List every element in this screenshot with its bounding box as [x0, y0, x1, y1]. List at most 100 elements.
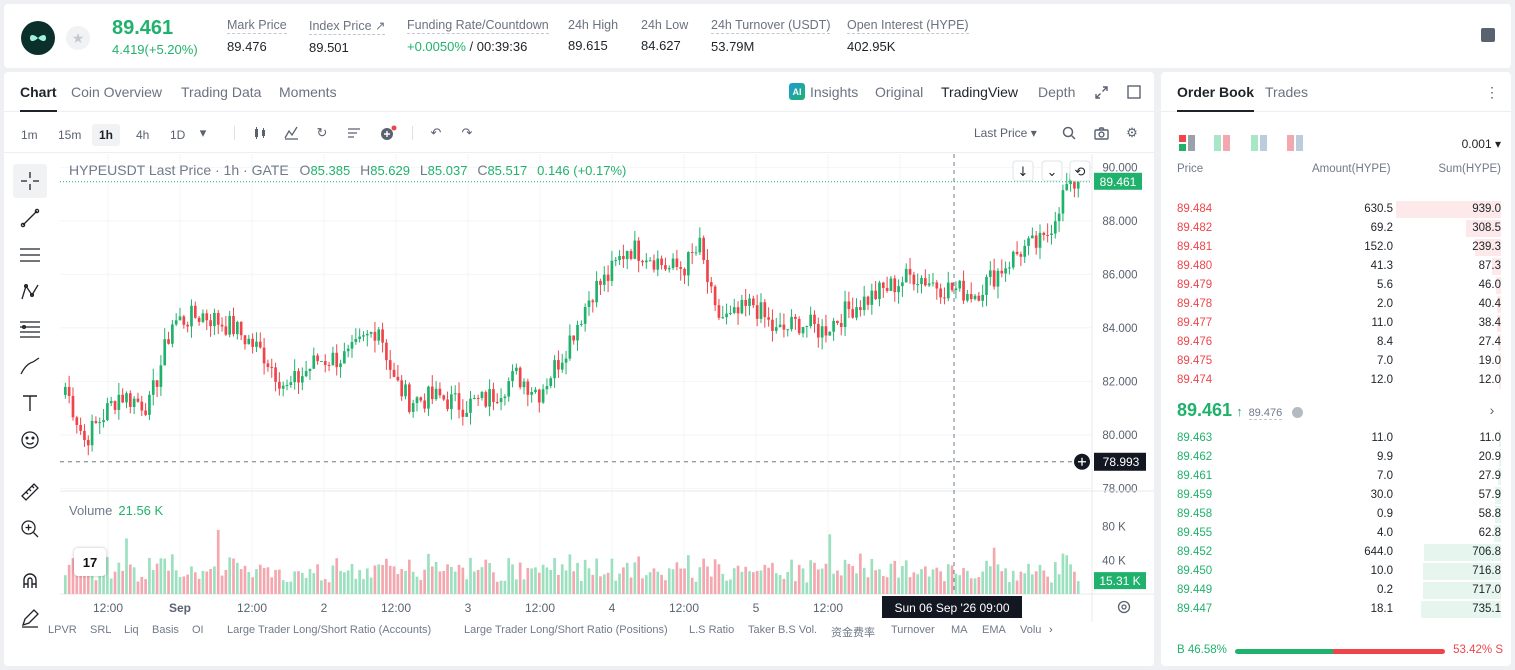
candle-body: [507, 381, 511, 397]
ask-row[interactable]: 89.475 7.0 19.0: [1161, 352, 1511, 371]
settings-gear-icon[interactable]: ⚙: [1126, 125, 1138, 140]
chart-area[interactable]: 90.000 88.000 86.000 84.000 82.000 80.000 78.0…: [60, 154, 1154, 666]
indicators-icon[interactable]: [283, 125, 299, 141]
tab-depth[interactable]: Depth: [1038, 84, 1076, 100]
brush-icon[interactable]: [13, 349, 47, 383]
tab-moments[interactable]: Moments: [279, 84, 337, 100]
volume-bar: [637, 556, 641, 594]
timeframe-1d[interactable]: 1D: [170, 128, 186, 142]
magnet-icon[interactable]: [13, 564, 47, 598]
tab-insights[interactable]: Insights: [810, 84, 859, 100]
book-mode-asks-icon[interactable]: [1287, 135, 1303, 151]
chevron-right-icon[interactable]: ›: [1049, 624, 1053, 636]
pencil-lock-icon[interactable]: [13, 601, 47, 635]
indicator-basis[interactable]: Basis: [152, 624, 179, 636]
indicator-ls-ratio[interactable]: L.S Ratio: [689, 624, 735, 636]
bid-row[interactable]: 89.452 644.0 706.8: [1161, 543, 1511, 562]
stat-index-price[interactable]: Index Price ↗ 89.501: [309, 18, 386, 55]
indicator-ema[interactable]: EMA: [982, 624, 1006, 636]
price-type-select[interactable]: Last Price ▾: [974, 126, 1037, 140]
tab-order-book[interactable]: Order Book: [1177, 84, 1255, 112]
bid-row[interactable]: 89.458 0.9 58.8: [1161, 505, 1511, 524]
more-menu-icon[interactable]: ⋮: [1485, 83, 1499, 100]
indicator-lt-positions[interactable]: Large Trader Long/Short Ratio (Positions…: [464, 624, 668, 636]
pattern-icon[interactable]: [13, 275, 47, 309]
bid-row[interactable]: 89.447 18.1 735.1: [1161, 600, 1511, 619]
ask-row[interactable]: 89.477 11.0 38.4: [1161, 314, 1511, 333]
indicator-taker-bs[interactable]: Taker B.S Vol.: [748, 624, 818, 636]
bid-row[interactable]: 89.463 11.0 11.0: [1161, 429, 1511, 448]
timeframe-15m[interactable]: 15m: [58, 128, 82, 142]
tab-trading-data[interactable]: Trading Data: [181, 84, 262, 100]
indicator-liq[interactable]: Liq: [124, 624, 139, 636]
tab-original[interactable]: Original: [875, 84, 924, 100]
tab-chart[interactable]: Chart: [20, 84, 57, 112]
book-mode-alt-icon[interactable]: [1214, 135, 1230, 151]
text-tool-icon[interactable]: [13, 386, 47, 420]
zoom-in-icon[interactable]: [13, 512, 47, 546]
bid-row[interactable]: 89.462 9.9 20.9: [1161, 448, 1511, 467]
horizontal-lines-icon[interactable]: [13, 238, 47, 272]
candle-body: [511, 371, 514, 382]
candlestick-chart[interactable]: 90.000 88.000 86.000 84.000 82.000 80.000 78.0…: [60, 154, 1154, 666]
candle-body: [717, 305, 721, 318]
bid-row[interactable]: 89.455 4.0 62.8: [1161, 524, 1511, 543]
book-icon[interactable]: [1481, 28, 1495, 42]
ask-row[interactable]: 89.476 8.4 27.4: [1161, 333, 1511, 352]
add-indicator-icon[interactable]: [379, 125, 399, 141]
indicator-oi[interactable]: OI: [192, 624, 204, 636]
candle-type-icon[interactable]: [252, 125, 268, 141]
scale-settings-icon[interactable]: [1116, 599, 1132, 615]
replay-icon[interactable]: ↻: [316, 125, 328, 140]
bid-row[interactable]: 89.459 30.0 57.9: [1161, 486, 1511, 505]
tab-coin-overview[interactable]: Coin Overview: [71, 84, 163, 100]
chart-toolbar: 1m 15m 1h 4h 1D ▾ ↻ ↶ ↷ Last Price ▾ ⚙: [4, 113, 1154, 153]
trend-line-icon[interactable]: [13, 201, 47, 235]
tab-tradingview[interactable]: TradingView: [941, 84, 1019, 100]
search-icon[interactable]: [1061, 125, 1077, 141]
volume-bar: [442, 570, 446, 594]
indicator-ma[interactable]: MA: [951, 624, 968, 636]
timeframe-4h[interactable]: 4h: [136, 128, 150, 142]
ask-row[interactable]: 89.480 41.3 87.3: [1161, 257, 1511, 276]
tradingview-logo[interactable]: 17: [74, 548, 106, 576]
chevron-right-icon[interactable]: ›: [1489, 402, 1495, 418]
indicator-lpvr[interactable]: LPVR: [48, 624, 77, 636]
indicator-lt-accounts[interactable]: Large Trader Long/Short Ratio (Accounts): [227, 624, 432, 636]
book-mode-bids-icon[interactable]: [1251, 135, 1267, 151]
timeframe-1m[interactable]: 1m: [21, 128, 38, 142]
bid-row[interactable]: 89.449 0.2 717.0: [1161, 581, 1511, 600]
undo-icon[interactable]: ↶: [430, 125, 442, 140]
bid-row[interactable]: 89.450 10.0 716.8: [1161, 562, 1511, 581]
fib-retracement-icon[interactable]: [13, 312, 47, 346]
book-mode-both-icon[interactable]: [1179, 135, 1195, 151]
timeframe-1h[interactable]: 1h: [92, 124, 121, 146]
indicator-srl[interactable]: SRL: [90, 624, 112, 636]
candle-body: [782, 324, 786, 330]
candle-body: [480, 392, 484, 398]
indicator-funding[interactable]: 资金费率: [831, 627, 875, 639]
add-alert-plus: [1078, 457, 1086, 466]
ask-row[interactable]: 89.474 12.0 12.0: [1161, 371, 1511, 390]
ask-row[interactable]: 89.479 5.6 46.0: [1161, 276, 1511, 295]
ask-row[interactable]: 89.482 69.2 308.5: [1161, 219, 1511, 238]
precision-select[interactable]: 0.001 ▾: [1461, 137, 1501, 151]
crosshair-icon[interactable]: [13, 164, 47, 198]
expand-icon[interactable]: [1093, 84, 1109, 100]
timeframe-dropdown-icon[interactable]: ▾: [199, 125, 207, 140]
camera-icon[interactable]: [1093, 125, 1109, 141]
emoji-icon[interactable]: [13, 423, 47, 457]
ask-row[interactable]: 89.484 630.5 939.0: [1161, 200, 1511, 219]
indicator-volume[interactable]: Volu: [1020, 624, 1042, 636]
window-icon[interactable]: [1126, 84, 1142, 100]
ruler-icon[interactable]: [13, 475, 47, 509]
favorite-star-icon[interactable]: ★: [66, 26, 90, 50]
ask-row[interactable]: 89.481 152.0 239.3: [1161, 238, 1511, 257]
indicator-turnover[interactable]: Turnover: [891, 624, 935, 636]
bid-row[interactable]: 89.461 7.0 27.9: [1161, 467, 1511, 486]
ask-row[interactable]: 89.478 2.0 40.4: [1161, 295, 1511, 314]
volume-bar: [729, 579, 732, 594]
tab-trades[interactable]: Trades: [1265, 84, 1309, 100]
redo-icon[interactable]: ↷: [461, 125, 473, 140]
templates-icon[interactable]: [346, 125, 362, 141]
